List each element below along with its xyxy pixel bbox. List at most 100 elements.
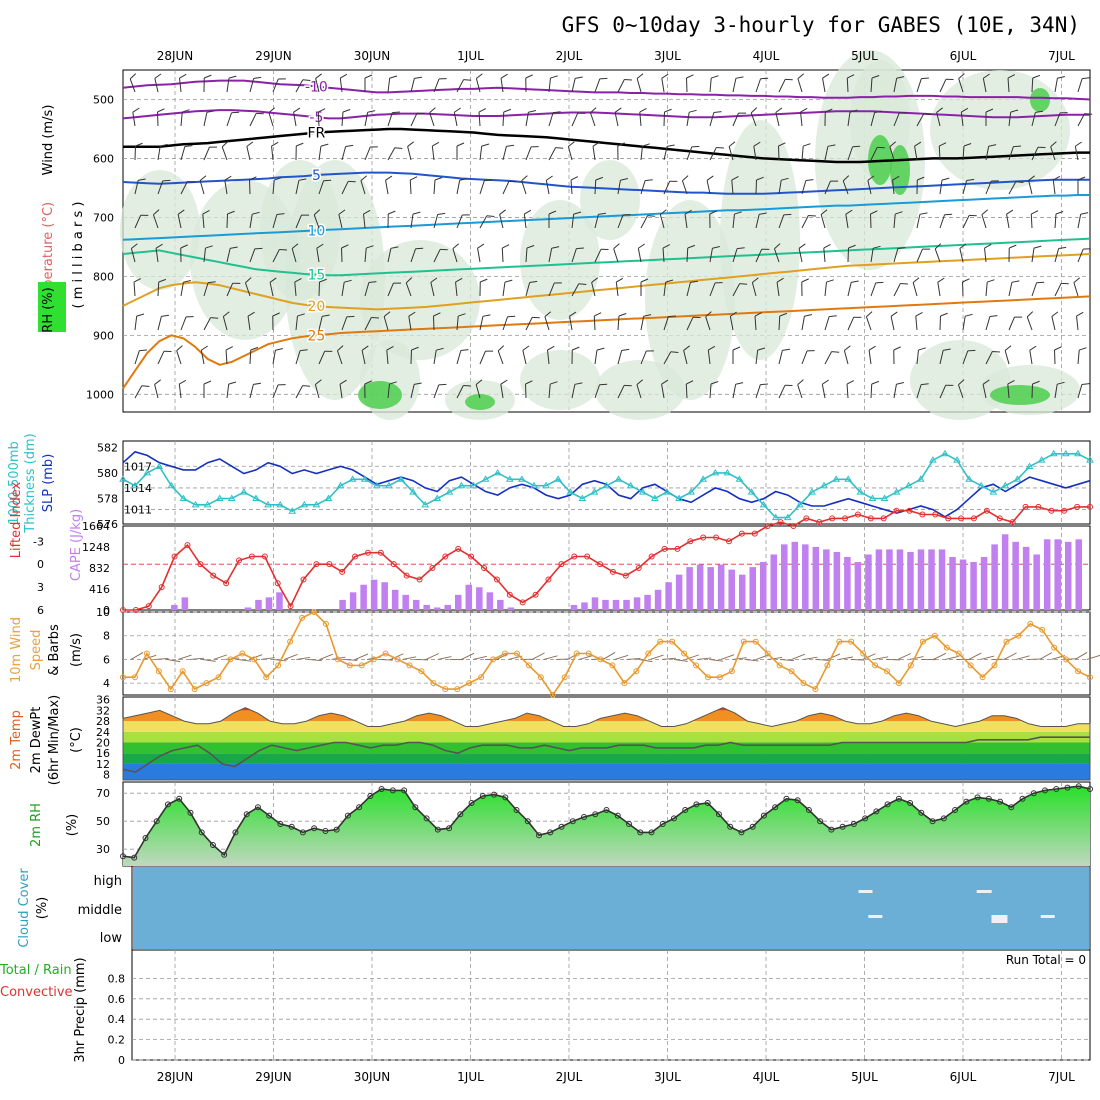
wind-barb-staff	[706, 180, 711, 195]
wind-barb-staff	[341, 282, 345, 297]
wind-barb	[431, 141, 440, 161]
wind-barb-flag	[761, 248, 770, 250]
wind-barb-staff	[957, 384, 964, 399]
wind-barb-staff	[545, 180, 550, 195]
wind-speed-point	[239, 650, 246, 657]
y-tick-temp: 32	[96, 704, 110, 717]
wind-speed-point	[740, 638, 747, 645]
wind-barb-staff	[361, 350, 366, 365]
thickness-point	[638, 488, 647, 495]
wind-barb	[571, 346, 580, 365]
y-tick-upper: 700	[93, 211, 114, 224]
wind-barb-staff	[1052, 180, 1056, 195]
wind-barb-flag	[735, 382, 744, 385]
isotherm-label: 5	[312, 168, 321, 184]
lifted-index-point	[261, 553, 268, 560]
wind-10m-barb-staff	[862, 653, 876, 660]
wind-10m-barb-staff	[319, 653, 333, 660]
wind-barb	[728, 141, 736, 161]
wind-barb-staff	[801, 350, 808, 365]
wind-barb-flag	[478, 108, 487, 113]
wind-barb-staff	[686, 112, 690, 127]
lifted-index-point	[287, 603, 294, 610]
dewpoint-line	[122, 736, 1090, 773]
y-tick-temp: 16	[96, 747, 110, 760]
wind-10m-barb	[709, 658, 724, 662]
wind-barb-flag	[1054, 346, 1062, 351]
wind-barb	[1028, 175, 1035, 195]
wind-barb-staff	[155, 248, 159, 263]
wind-barb-staff	[339, 384, 343, 399]
wind-barb	[985, 315, 998, 331]
lifted-index-point	[132, 607, 139, 613]
wind-barb	[662, 244, 671, 263]
rh-point	[434, 826, 441, 833]
wind-barb-flag	[945, 78, 954, 81]
wind-barb-staff	[130, 248, 136, 263]
wind-barb	[865, 311, 873, 331]
cloud-patch	[858, 890, 873, 893]
y-tick-thickness: 582	[97, 441, 118, 454]
wind-barb	[709, 111, 722, 127]
wind-barb	[686, 74, 694, 93]
wind-barb-staff	[984, 248, 987, 263]
wind-barb-staff	[937, 282, 941, 297]
wind-barb-staff	[801, 146, 804, 161]
thickness-point	[1049, 449, 1058, 457]
thickness-point	[336, 481, 345, 489]
wind-barb	[1008, 280, 1020, 297]
wind-barb	[936, 107, 943, 127]
wind-barb-flag	[804, 313, 812, 317]
wind-barb	[522, 345, 530, 365]
wind-barb	[846, 74, 855, 93]
wind-barb-flag	[252, 211, 260, 215]
rh-line	[122, 785, 1091, 859]
wind-barb-staff	[456, 350, 462, 365]
wind-barb-staff	[180, 181, 188, 195]
y-label-wind10m-2: Speed	[29, 630, 44, 671]
wind-barb-staff	[433, 249, 441, 263]
wind-barb-staff	[430, 282, 435, 297]
wind-speed-point	[191, 686, 198, 693]
wind-barb-staff	[133, 281, 136, 297]
wind-barb-flag	[1007, 74, 1016, 79]
wind-barb-staff	[1076, 316, 1079, 331]
wind-speed-point	[597, 656, 604, 663]
wind-barb-staff	[842, 180, 849, 195]
wind-barb-staff	[870, 112, 876, 127]
wind-barb-staff	[544, 316, 550, 331]
wind-barb	[410, 76, 422, 93]
rh-point	[524, 818, 531, 825]
rh-point	[164, 801, 171, 808]
wind-barb-staff	[916, 248, 923, 263]
wind-barb-flag	[141, 385, 150, 388]
wind-barb-flag	[250, 346, 259, 351]
lifted-index-point	[880, 515, 887, 522]
wind-barb-staff	[199, 180, 205, 195]
wind-barb-staff	[429, 112, 435, 127]
lifted-index-point	[506, 591, 513, 598]
wind-barb-staff	[615, 282, 619, 297]
y-tick-wind: 10	[96, 606, 110, 619]
wind-barb-flag	[386, 346, 394, 351]
wind-barb-flag	[163, 350, 172, 353]
wind-barb-staff	[338, 214, 343, 229]
wind-barb-flag	[204, 74, 212, 79]
cape-bar	[970, 562, 977, 610]
wind-barb-flag	[139, 349, 147, 352]
wind-barb-staff	[1073, 282, 1079, 297]
wind-barb-flag	[316, 243, 324, 249]
rh-point	[491, 791, 498, 798]
wind-barb	[134, 385, 150, 399]
wind-barb-flag	[530, 146, 539, 148]
wind-barb-flag	[991, 180, 999, 182]
wind-10m-barb	[945, 655, 959, 660]
wind-speed-point	[1003, 638, 1010, 645]
wind-barb-staff	[1074, 146, 1079, 161]
wind-barb-staff	[176, 350, 182, 365]
wind-10m-barb	[272, 658, 287, 662]
wind-barb-staff	[985, 146, 990, 161]
wind-10m-barb-staff	[296, 657, 311, 660]
wind-barb-staff	[385, 180, 389, 195]
wind-barb	[754, 312, 763, 331]
